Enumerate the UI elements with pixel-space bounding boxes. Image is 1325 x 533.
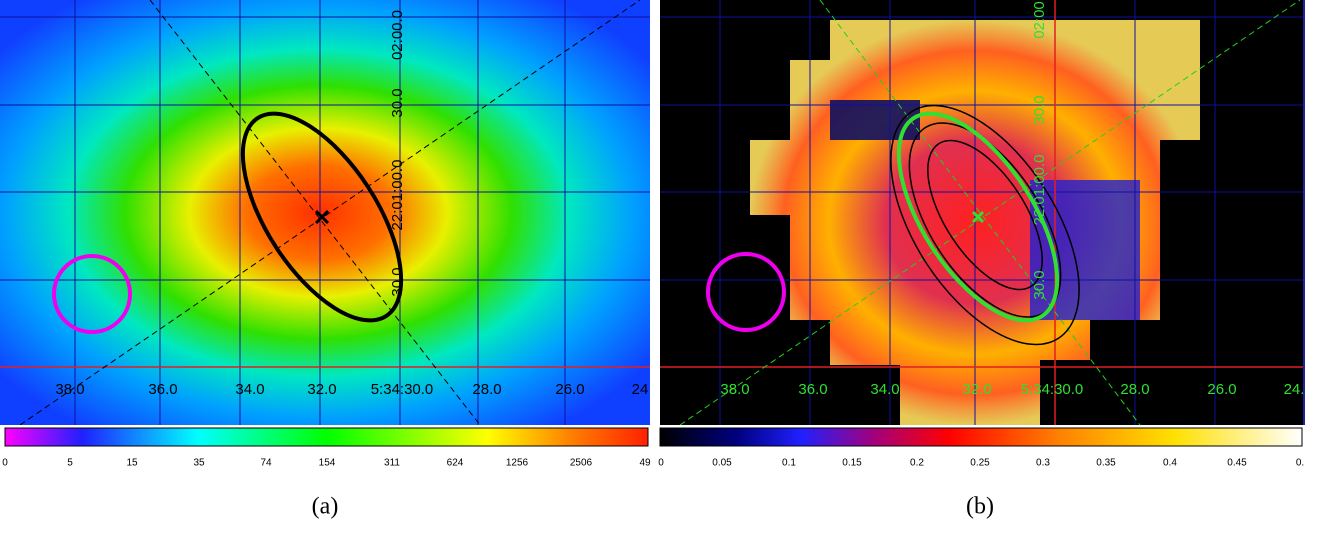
- ra-label: 38.0: [720, 381, 749, 398]
- ra-label: 36.0: [798, 381, 827, 398]
- colorbar-tick-label: 0: [658, 458, 664, 469]
- ra-label: 34.0: [235, 381, 264, 398]
- colorbar-tick-label: 0.15: [842, 458, 862, 469]
- dec-label: 02:00: [1031, 1, 1048, 39]
- caption: (a): [312, 494, 339, 520]
- ra-label: 24.: [1284, 381, 1305, 398]
- colorbar-tick-label: 0.25: [970, 458, 990, 469]
- ra-label: 28.0: [472, 381, 501, 398]
- colorbar-a: [4, 427, 649, 447]
- colorbar-tick-label: 0.: [1296, 458, 1304, 469]
- colorbar-tick-label: 0.2: [910, 458, 924, 469]
- dec-label: 30.0: [1031, 95, 1048, 124]
- colorbar-tick-label: 0.1: [782, 458, 796, 469]
- ra-label: 36.0: [148, 381, 177, 398]
- colorbar-b: [659, 427, 1303, 447]
- dec-label: 22:01:00.0: [389, 160, 406, 231]
- colorbar-tick-label: 0.4: [1163, 458, 1177, 469]
- dec-label: 30.0: [1031, 270, 1048, 299]
- ra-label: 28.0: [1120, 381, 1149, 398]
- panel-a-image: [0, 0, 650, 425]
- colorbar-tick-label: 35: [193, 458, 205, 469]
- colorbar-tick-label: 49: [639, 458, 651, 469]
- colorbar-tick-label: 0.35: [1096, 458, 1116, 469]
- ra-label: 32.0: [962, 381, 991, 398]
- colorbar-tick-label: 0: [2, 458, 8, 469]
- ra-label: 5:34:30.0: [371, 381, 434, 398]
- colorbar-tick-label: 0.3: [1036, 458, 1050, 469]
- colorbar-tick-label: 624: [447, 458, 464, 469]
- ra-label: 32.0: [307, 381, 336, 398]
- colorbar-tick-label: 74: [260, 458, 272, 469]
- ra-label: 26.0: [555, 381, 584, 398]
- colorbar-tick-label: 2506: [570, 458, 593, 469]
- ra-label: 38.0: [55, 381, 84, 398]
- colorbar-tick-label: 1256: [506, 458, 529, 469]
- dec-label: 22:01:00.0: [1031, 155, 1048, 226]
- colorbar-tick-label: 154: [319, 458, 336, 469]
- colorbar-tick-label: 0.45: [1227, 458, 1247, 469]
- ra-label: 24: [632, 381, 649, 398]
- colorbar-tick-label: 311: [384, 458, 400, 469]
- colorbar-tick-label: 15: [126, 458, 138, 469]
- panel-b-image: [660, 0, 1303, 425]
- ra-label: 26.0: [1207, 381, 1236, 398]
- dec-label: 02:00.0: [389, 10, 406, 60]
- ra-label: 34.0: [870, 381, 899, 398]
- colorbar-tick-label: 0.05: [712, 458, 732, 469]
- caption: (b): [966, 494, 994, 520]
- colorbar-tick-label: 5: [67, 458, 73, 469]
- dec-label: 30.0: [389, 267, 406, 296]
- dec-label: 30.0: [389, 88, 406, 117]
- ra-label: 5:34:30.0: [1021, 381, 1084, 398]
